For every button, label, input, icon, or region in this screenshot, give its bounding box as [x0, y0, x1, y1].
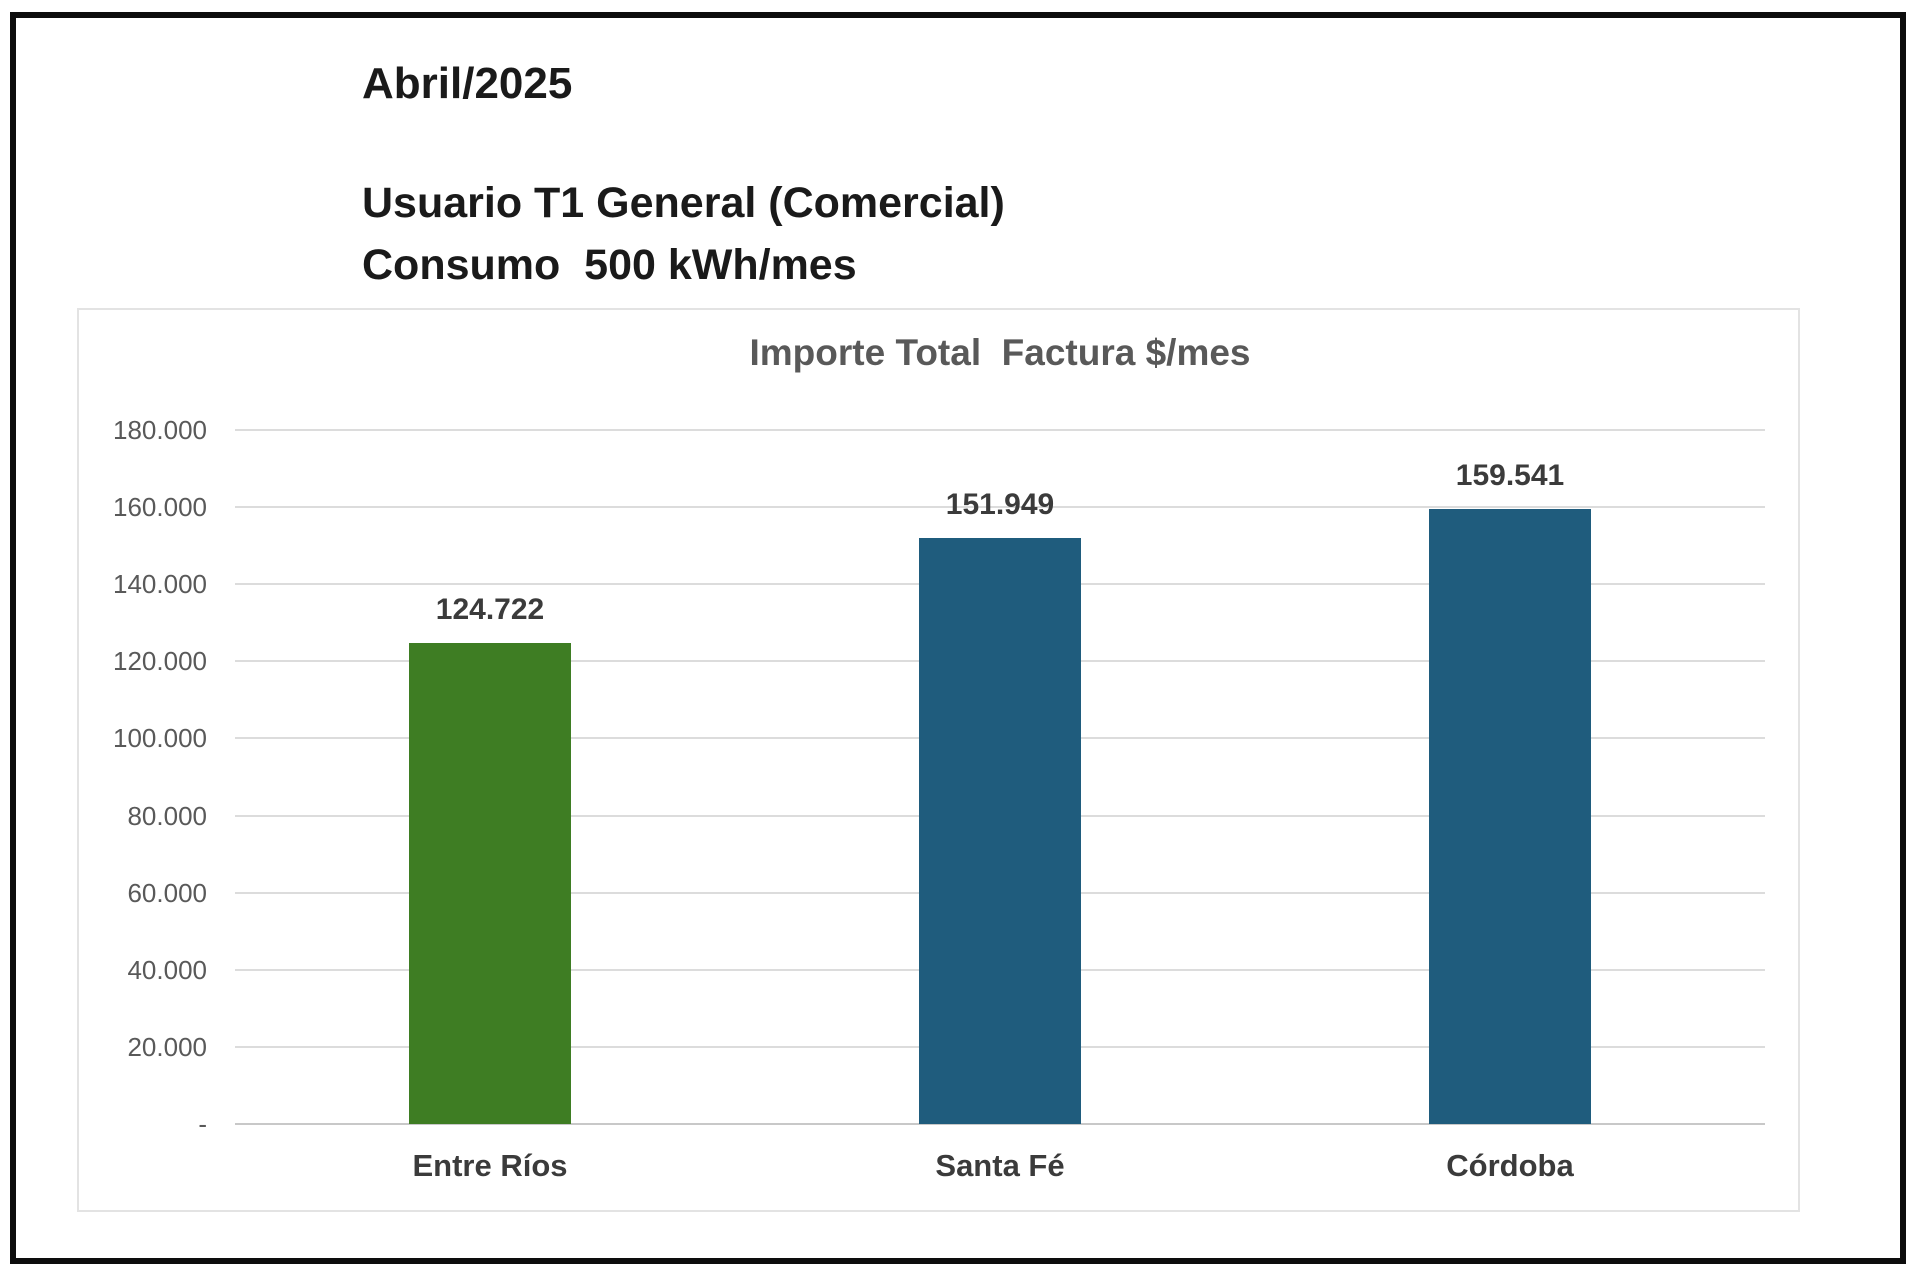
- bar-0: [409, 643, 571, 1124]
- x-category-label: Córdoba: [1446, 1148, 1574, 1183]
- y-gridline: [235, 429, 1765, 431]
- y-tick-label: 40.000: [127, 955, 207, 985]
- y-gridline: [235, 506, 1765, 508]
- bar-value-label: 159.541: [1455, 459, 1565, 492]
- y-tick-label: 160.000: [113, 492, 207, 522]
- chart-container: Importe Total Factura $/mes 180.000 160.0…: [77, 308, 1800, 1212]
- bar-value-label: 151.949: [945, 488, 1055, 521]
- bar-1: [919, 538, 1081, 1124]
- chart-title: Importe Total Factura $/mes: [749, 332, 1251, 373]
- x-category-label: Santa Fé: [935, 1148, 1065, 1183]
- y-tick-label: 140.000: [113, 569, 207, 599]
- header-user-type: Usuario T1 General (Comercial): [362, 179, 1005, 227]
- y-tick-label: 180.000: [113, 415, 207, 445]
- y-tick-label: 60.000: [127, 878, 207, 908]
- y-tick-label: 80.000: [127, 801, 207, 831]
- header-period: Abril/2025: [362, 59, 573, 108]
- y-tick-label: -: [198, 1109, 207, 1139]
- y-tick-label: 120.000: [113, 646, 207, 676]
- x-category-label: Entre Ríos: [412, 1148, 568, 1183]
- bar-2: [1429, 509, 1591, 1124]
- y-tick-label: 20.000: [127, 1032, 207, 1062]
- header-consumption: Consumo 500 kWh/mes: [362, 241, 857, 289]
- plot-area: 180.000 160.000 140.000 120.000 100.000 80.00…: [113, 417, 1765, 1181]
- x-axis-baseline: [235, 1123, 1765, 1125]
- y-tick-label: 100.000: [113, 723, 207, 753]
- bar-value-label: 124.722: [435, 593, 545, 626]
